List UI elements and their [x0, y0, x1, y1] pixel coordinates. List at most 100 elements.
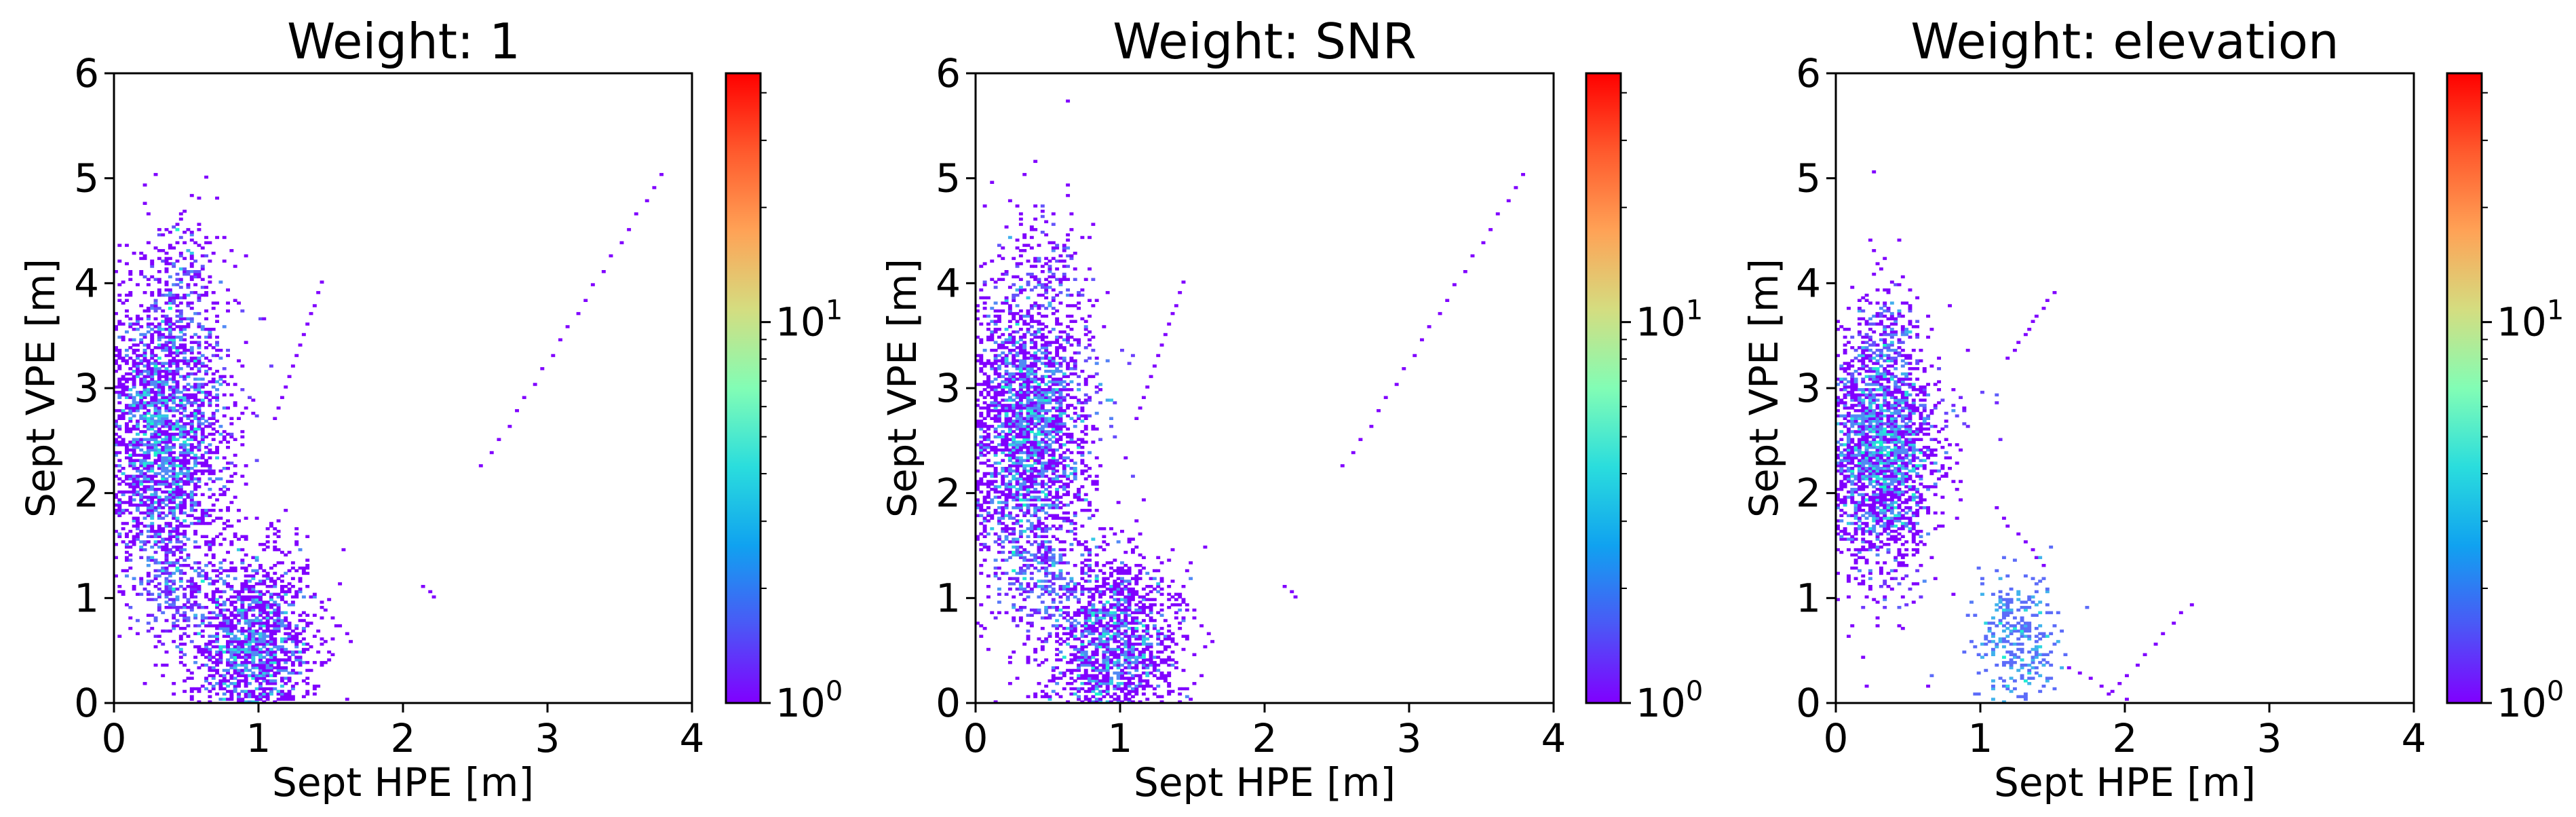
heatmap-cell [218, 432, 223, 436]
heatmap-cell [121, 501, 126, 504]
heatmap-cell [189, 508, 194, 512]
heatmap-cell [244, 553, 248, 557]
heatmap-cell [182, 461, 187, 465]
heatmap-cell [146, 283, 151, 286]
heatmap-cell [153, 598, 158, 601]
heatmap-cell [1109, 629, 1113, 633]
heatmap-cell [121, 511, 126, 515]
heatmap-cell [1094, 546, 1099, 549]
heatmap-cell [1033, 692, 1038, 696]
heatmap-cell [135, 532, 140, 536]
heatmap-cell [172, 613, 176, 617]
heatmap-cell [139, 362, 144, 365]
heatmap-cell [1073, 425, 1077, 428]
heatmap-cell [1105, 674, 1110, 677]
heatmap-cell [1029, 456, 1034, 459]
heatmap-cell [1134, 661, 1139, 664]
heatmap-cell [1123, 650, 1128, 654]
heatmap-cell [1083, 440, 1088, 444]
heatmap-cell [258, 640, 263, 643]
heatmap-cell [135, 474, 140, 478]
heatmap-cell [1109, 679, 1113, 683]
heatmap-cell [161, 430, 166, 434]
heatmap-cell [1170, 548, 1175, 552]
heatmap-cell [189, 254, 194, 258]
heatmap-cell [1088, 564, 1092, 567]
heatmap-cell [1123, 632, 1128, 636]
heatmap-cell [1134, 608, 1139, 612]
heatmap-cell [1088, 414, 1092, 418]
heatmap-cell [1130, 629, 1135, 633]
heatmap-cell [976, 498, 980, 501]
heatmap-cell [168, 456, 172, 459]
heatmap-cell [175, 595, 180, 598]
heatmap-cell [168, 474, 172, 478]
heatmap-cell [979, 543, 984, 546]
heatmap-cell [280, 624, 284, 628]
heatmap-cell [161, 566, 166, 570]
heatmap-cell [164, 293, 169, 297]
heatmap-cell [1033, 422, 1038, 425]
heatmap-cell [161, 571, 166, 575]
heatmap-cell [146, 535, 151, 538]
heatmap-cell [229, 689, 234, 694]
heatmap-cell [269, 624, 273, 628]
heatmap-cell [172, 514, 176, 518]
heatmap-cell [1102, 527, 1107, 531]
heatmap-cell [1127, 664, 1132, 667]
heatmap-cell [150, 529, 155, 533]
heatmap-cell [1149, 611, 1153, 615]
heatmap-cell [182, 432, 187, 436]
heatmap-cell [1058, 527, 1063, 531]
heatmap-cell [193, 359, 198, 362]
heatmap-cell [200, 616, 205, 620]
heatmap-cell [117, 508, 122, 512]
heatmap-cell [208, 658, 212, 662]
heatmap-cell [1091, 537, 1096, 541]
heatmap-cell [1189, 561, 1193, 565]
heatmap-cell [276, 603, 281, 607]
heatmap-cell [1058, 677, 1063, 680]
heatmap-cell [1004, 529, 1009, 533]
heatmap-cell [1015, 487, 1020, 491]
heatmap-cell [345, 698, 349, 701]
heatmap-cell [1178, 692, 1183, 696]
heatmap-cell [1116, 629, 1121, 633]
heatmap-cell [114, 474, 118, 478]
heatmap-cell [1055, 653, 1060, 656]
heatmap-cell [186, 364, 191, 368]
heatmap-cell [1055, 440, 1060, 444]
heatmap-cell [142, 540, 147, 544]
heatmap-cell [139, 401, 144, 404]
heatmap-cell [172, 293, 176, 297]
heatmap-cell [208, 582, 212, 586]
heatmap-cell [265, 658, 270, 662]
heatmap-cell [1138, 406, 1142, 410]
heatmap-cell [189, 493, 194, 497]
heatmap-cell [182, 587, 187, 591]
heatmap-cell [226, 525, 230, 528]
heatmap-cell [182, 689, 187, 694]
heatmap-cell [150, 558, 155, 562]
heatmap-cell [993, 480, 998, 483]
heatmap-cell [237, 674, 241, 677]
heatmap-cell [1012, 406, 1016, 410]
heatmap-cell [262, 637, 267, 641]
heatmap-cell [200, 254, 205, 258]
heatmap-cell [150, 511, 155, 515]
heatmap-cell [1113, 590, 1117, 594]
heatmap-cell [150, 349, 155, 352]
heatmap-cell [1012, 446, 1016, 449]
heatmap-cell [1105, 679, 1110, 683]
heatmap-cell [182, 296, 187, 300]
heatmap-cell [1109, 603, 1113, 607]
heatmap-cell [287, 603, 292, 607]
heatmap-cell [1012, 443, 1016, 446]
heatmap-cell [1105, 613, 1110, 617]
heatmap-cell [1007, 550, 1012, 554]
heatmap-cell [200, 440, 205, 444]
heatmap-cell [1123, 671, 1128, 675]
heatmap-cell [182, 388, 187, 392]
heatmap-cell [1015, 571, 1020, 575]
heatmap-cell [146, 343, 151, 347]
